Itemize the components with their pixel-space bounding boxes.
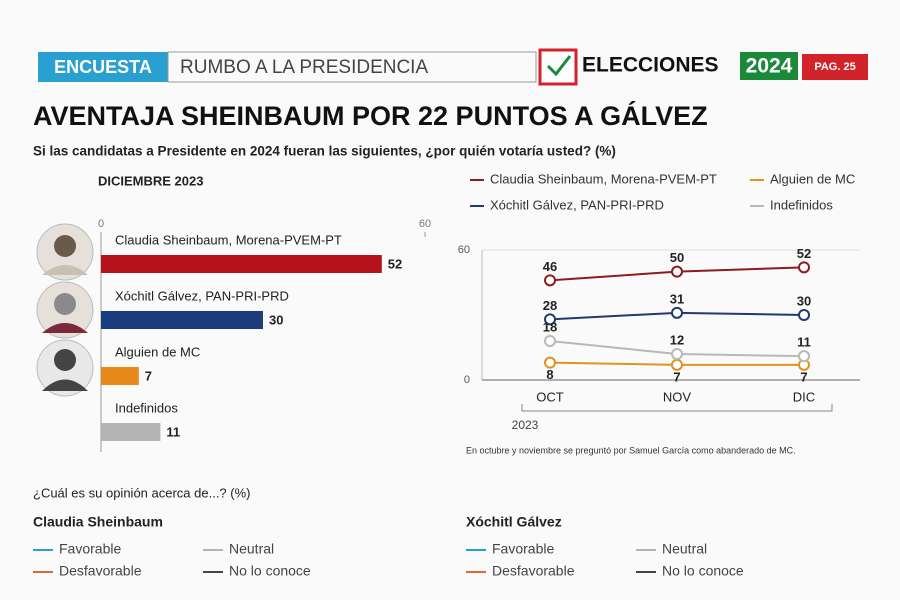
value-label: 31 (670, 291, 684, 306)
page-box (802, 54, 868, 80)
point (544, 335, 556, 347)
value-label: 7 (800, 369, 807, 384)
bar-label: Alguien de MC (115, 344, 200, 359)
tag: ENCUESTA (54, 57, 152, 77)
check-icon (546, 55, 572, 77)
value-label: 50 (670, 250, 684, 265)
y-tick-label: 60 (458, 244, 470, 256)
y-tick-label: 0 (464, 374, 470, 386)
bar-label: Indefinidos (115, 400, 178, 415)
point (798, 261, 810, 274)
x-tick-label: DIC (793, 389, 815, 404)
bar-label: Xóchitl Gálvez, PAN-PRI-PRD (115, 288, 289, 303)
value-label: 7 (145, 368, 152, 383)
legend-label: Favorable (492, 541, 554, 557)
value-label: 12 (670, 332, 684, 347)
bar (101, 423, 161, 441)
value-label: 7 (673, 369, 680, 384)
x-bracket (521, 404, 833, 412)
opinion-question: ¿Cuál es su opinión acerca de...? (%) (33, 485, 251, 500)
section: RUMBO A LA PRESIDENCIA (180, 57, 428, 78)
legend-label: Xóchitl Gálvez, PAN-PRI-PRD (490, 197, 664, 212)
point (544, 274, 556, 287)
value-label: 30 (269, 312, 283, 327)
value-label: 28 (543, 298, 557, 313)
legend-label: Desfavorable (492, 563, 575, 579)
tag-box (38, 52, 168, 82)
brand: ELECCIONES (582, 54, 719, 77)
legend-label: No lo conoce (229, 563, 311, 579)
value-label: 11 (166, 424, 180, 439)
legend-label: Indefinidos (770, 197, 833, 212)
question: Si las candidatas a Presidente en 2024 f… (33, 144, 616, 159)
value-label: 46 (543, 259, 557, 274)
legend-label: Neutral (229, 541, 274, 557)
point (798, 350, 810, 363)
bar (101, 255, 382, 273)
point (798, 309, 810, 321)
point (671, 265, 683, 278)
candidate-name: Xóchitl Gálvez (466, 514, 562, 530)
legend-label: Neutral (662, 541, 707, 557)
x-tick-label: 60 (419, 218, 431, 230)
x-axis-title: 2023 (512, 418, 539, 432)
value-label: 52 (797, 246, 811, 261)
bar-label: Claudia Sheinbaum, Morena-PVEM-PT (115, 232, 342, 247)
legend-label: Favorable (59, 541, 121, 557)
point (544, 313, 556, 326)
value-label: 30 (797, 293, 811, 308)
value-label: 8 (546, 367, 553, 382)
x-tick-label: NOV (663, 389, 692, 404)
point (544, 356, 556, 369)
page-number: PAG. 25 (814, 61, 855, 73)
value-label: 52 (388, 256, 402, 271)
value-label: 11 (797, 335, 811, 350)
legend-label: Desfavorable (59, 563, 142, 579)
year: 2024 (746, 55, 793, 78)
headline: AVENTAJA SHEINBAUM POR 22 PUNTOS A GÁLVE… (33, 100, 708, 131)
x-tick-label: 0 (98, 218, 104, 230)
point (671, 306, 683, 319)
x-tick-label: OCT (536, 389, 564, 404)
bar-title: DICIEMBRE 2023 (98, 173, 203, 188)
legend-label: No lo conoce (662, 563, 744, 579)
check-box (538, 48, 578, 86)
point (671, 348, 683, 360)
legend-label: Claudia Sheinbaum, Morena-PVEM-PT (490, 171, 717, 186)
section-box (167, 51, 537, 83)
candidate-name: Claudia Sheinbaum (33, 514, 163, 530)
bar (101, 311, 263, 329)
value-label: 18 (543, 319, 557, 334)
legend-label: Alguien de MC (770, 171, 855, 186)
photos (36, 223, 94, 397)
bar (101, 367, 139, 385)
note: En octubre y noviembre se preguntó por S… (466, 445, 796, 455)
year-box (740, 52, 798, 80)
